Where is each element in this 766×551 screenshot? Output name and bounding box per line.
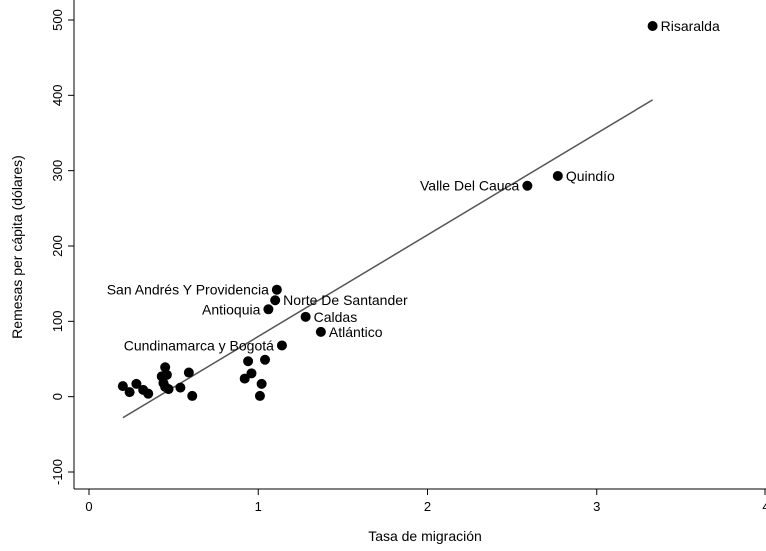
- data-point: [161, 369, 172, 380]
- point-label: Cundinamarca y Bogotá: [124, 337, 274, 353]
- data-point: [163, 384, 174, 395]
- data-point: [160, 362, 171, 373]
- data-point: [117, 381, 128, 392]
- x-axis-title: Tasa de migración: [368, 528, 482, 544]
- data-point: [256, 378, 267, 389]
- y-axis-title: Remesas per cápita (dólares): [9, 155, 25, 339]
- data-point: [246, 368, 257, 379]
- point-label: San Andrés Y Providencia: [107, 282, 269, 298]
- axes: 0 1 2 3 4 -100 0 100 200 300 400 500: [50, 0, 766, 514]
- data-point: [270, 295, 281, 306]
- data-point: [271, 284, 282, 295]
- x-tick-label: 1: [255, 499, 262, 514]
- data-point: [243, 356, 254, 367]
- points-layer: [117, 21, 658, 401]
- data-point: [131, 378, 142, 389]
- y-tick-label: 200: [50, 235, 65, 257]
- data-point: [175, 382, 186, 393]
- data-point: [647, 21, 658, 32]
- fit-line-layer: [122, 99, 653, 419]
- data-point: [254, 390, 265, 401]
- y-tick-label: 400: [50, 84, 65, 106]
- data-point: [239, 373, 250, 384]
- data-point: [187, 390, 198, 401]
- data-point: [300, 311, 311, 322]
- y-tick-label: 100: [50, 310, 65, 332]
- data-point: [522, 180, 533, 191]
- point-label: Caldas: [314, 309, 358, 325]
- y-tick-label: 300: [50, 160, 65, 182]
- point-label: Quindío: [566, 168, 615, 184]
- data-point: [276, 340, 287, 351]
- point-label: Risaralda: [661, 18, 720, 34]
- y-tick-label: 500: [50, 9, 65, 31]
- y-tick-label: -100: [50, 459, 65, 485]
- fit-line: [122, 99, 653, 419]
- x-tick-label: 0: [85, 499, 92, 514]
- x-tick-label: 3: [593, 499, 600, 514]
- y-tick-label: 0: [50, 393, 65, 400]
- point-labels-layer: Risaralda Quindío Valle Del Cauca San André…: [107, 18, 720, 353]
- data-point: [143, 388, 154, 399]
- point-label: Atlántico: [329, 324, 383, 340]
- x-tick-label: 4: [762, 499, 766, 514]
- point-label: Antioquia: [202, 301, 261, 317]
- data-point: [315, 326, 326, 337]
- point-label: Norte De Santander: [283, 292, 408, 308]
- data-point: [124, 387, 135, 398]
- data-point: [552, 170, 563, 181]
- point-label: Valle Del Cauca: [420, 178, 520, 194]
- data-point: [260, 354, 271, 365]
- data-point: [183, 367, 194, 378]
- x-tick-label: 2: [424, 499, 431, 514]
- data-point: [263, 304, 274, 315]
